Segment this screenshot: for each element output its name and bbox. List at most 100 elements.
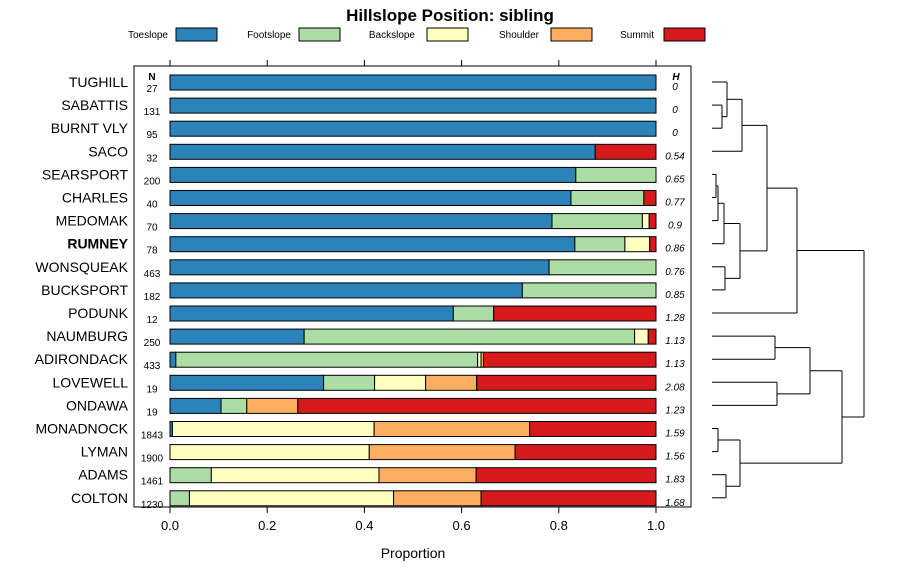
h-value: 0.76 bbox=[665, 267, 685, 278]
bar-segment-summit bbox=[594, 143, 657, 160]
h-value: 0 bbox=[672, 128, 678, 139]
bar-segment-backslope bbox=[188, 490, 395, 507]
bar-segment-summit bbox=[529, 421, 657, 437]
bar-segment-toeslope bbox=[169, 143, 596, 160]
bar-segment-summit bbox=[475, 467, 657, 484]
legend-swatch-summit bbox=[663, 27, 706, 42]
bar-segment-footslope bbox=[574, 236, 626, 253]
bar-segment-toeslope bbox=[169, 97, 657, 114]
bar-segment-summit bbox=[476, 374, 657, 391]
bar-segment-summit bbox=[649, 236, 657, 253]
n-value: 200 bbox=[144, 176, 161, 187]
n-value: 1461 bbox=[141, 477, 164, 488]
row-burnt-vly: BURNT VLY 95 0 bbox=[51, 120, 679, 141]
bar-segment-summit bbox=[643, 190, 657, 206]
row-monadnock: MONADNOCK 1843 1.59 bbox=[35, 421, 685, 442]
h-value: 1.56 bbox=[665, 452, 685, 463]
row-label: ONDAWA bbox=[66, 397, 129, 413]
row-label: ADAMS bbox=[78, 467, 128, 483]
h-value: 0.77 bbox=[665, 198, 685, 209]
bar-segment-shoulder bbox=[425, 374, 478, 391]
row-label: COLTON bbox=[71, 490, 128, 506]
bar-segment-footslope bbox=[169, 467, 212, 484]
bar-segment-footslope bbox=[175, 351, 479, 368]
row-colton: COLTON 1230 1.68 bbox=[71, 490, 685, 511]
bar-segment-backslope bbox=[374, 374, 427, 391]
row-label: SACO bbox=[88, 143, 128, 159]
n-value: 250 bbox=[144, 338, 161, 349]
bar-segment-footslope bbox=[220, 397, 248, 414]
legend-label-backslope: Backslope bbox=[369, 30, 416, 41]
n-value: 27 bbox=[146, 84, 158, 95]
legend-swatch-backslope bbox=[426, 27, 469, 42]
h-value: 1.68 bbox=[665, 498, 685, 509]
h-value: 1.59 bbox=[665, 429, 685, 440]
h-value: 0.65 bbox=[665, 174, 685, 185]
row-naumburg: NAUMBURG 250 1.13 bbox=[46, 328, 685, 349]
n-value: 182 bbox=[144, 292, 161, 303]
bar-segment-backslope bbox=[641, 213, 650, 230]
row-rumney: RUMNEY 78 0.86 bbox=[67, 236, 685, 257]
plot-frame bbox=[133, 65, 692, 508]
row-lyman: LYMAN 1900 1.56 bbox=[81, 444, 685, 465]
legend-label-shoulder: Shoulder bbox=[499, 30, 540, 41]
n-value: 1900 bbox=[141, 454, 164, 465]
bar-segment-shoulder bbox=[378, 467, 477, 484]
row-label: SEARSPORT bbox=[42, 166, 129, 182]
h-value: 1.83 bbox=[665, 475, 685, 486]
x-tick-label: 0.4 bbox=[355, 518, 373, 533]
h-value: 0.85 bbox=[665, 290, 685, 301]
bar-segment-toeslope bbox=[169, 120, 657, 137]
n-value: 463 bbox=[144, 269, 161, 280]
bar-segment-backslope bbox=[477, 351, 482, 368]
row-saco: SACO 32 0.54 bbox=[88, 143, 685, 164]
bar-segment-toeslope bbox=[169, 374, 325, 391]
n-value: 95 bbox=[146, 130, 158, 141]
bar-segment-footslope bbox=[169, 490, 190, 507]
bar-segment-backslope bbox=[634, 328, 649, 345]
bar-segment-shoulder bbox=[368, 444, 516, 461]
h-value: 2.08 bbox=[664, 382, 685, 393]
n-value: 1843 bbox=[141, 431, 164, 442]
h-value: 0.9 bbox=[668, 221, 682, 232]
bar-segment-backslope bbox=[169, 444, 370, 461]
row-label: BURNT VLY bbox=[51, 120, 129, 136]
row-bucksport: BUCKSPORT 182 0.85 bbox=[41, 282, 685, 303]
h-value: 0.54 bbox=[665, 151, 685, 162]
x-tick-label: 0.6 bbox=[453, 518, 471, 533]
legend-swatch-shoulder bbox=[550, 27, 593, 42]
row-label: ADIRONDACK bbox=[35, 351, 129, 367]
row-label: MEDOMAK bbox=[56, 213, 129, 229]
legend-label-summit: Summit bbox=[620, 30, 654, 41]
x-axis: 0.0 0.2 0.4 0.6 0.8 1.0 bbox=[161, 60, 665, 533]
bar-segment-summit bbox=[493, 305, 657, 322]
legend-label-toeslope: Toeslope bbox=[128, 30, 168, 41]
row-tughill: TUGHILL 27 0 bbox=[69, 74, 678, 95]
bar-segment-toeslope bbox=[169, 282, 523, 299]
bar-segment-summit bbox=[482, 351, 657, 368]
bar-segment-footslope bbox=[570, 190, 645, 206]
h-header: H bbox=[672, 72, 680, 83]
row-wonsqueak: WONSQUEAK 463 0.76 bbox=[35, 259, 685, 280]
row-medomak: MEDOMAK 70 0.9 bbox=[56, 213, 683, 234]
bar-segment-footslope bbox=[323, 374, 376, 391]
h-value: 0 bbox=[672, 105, 678, 116]
bar-segment-footslope bbox=[575, 166, 657, 183]
bar-segment-footslope bbox=[303, 328, 636, 345]
h-value: 1.13 bbox=[665, 359, 685, 370]
x-axis-label: Proportion bbox=[381, 545, 446, 561]
row-adirondack: ADIRONDACK 433 1.13 bbox=[35, 351, 686, 372]
n-value: 131 bbox=[144, 107, 161, 118]
bar-segment-footslope bbox=[521, 282, 657, 299]
n-value: 40 bbox=[146, 200, 158, 211]
row-sabattis: SABATTIS 131 0 bbox=[61, 97, 678, 118]
h-value: 1.28 bbox=[665, 313, 685, 324]
bar-segment-summit bbox=[297, 397, 657, 414]
row-label: BUCKSPORT bbox=[41, 282, 128, 298]
bar-segment-toeslope bbox=[169, 259, 550, 276]
row-lovewell: LOVEWELL 19 2.08 bbox=[53, 374, 686, 395]
bar-segment-toeslope bbox=[169, 190, 572, 206]
h-value: 0.86 bbox=[665, 244, 685, 255]
row-label: LYMAN bbox=[81, 444, 128, 460]
